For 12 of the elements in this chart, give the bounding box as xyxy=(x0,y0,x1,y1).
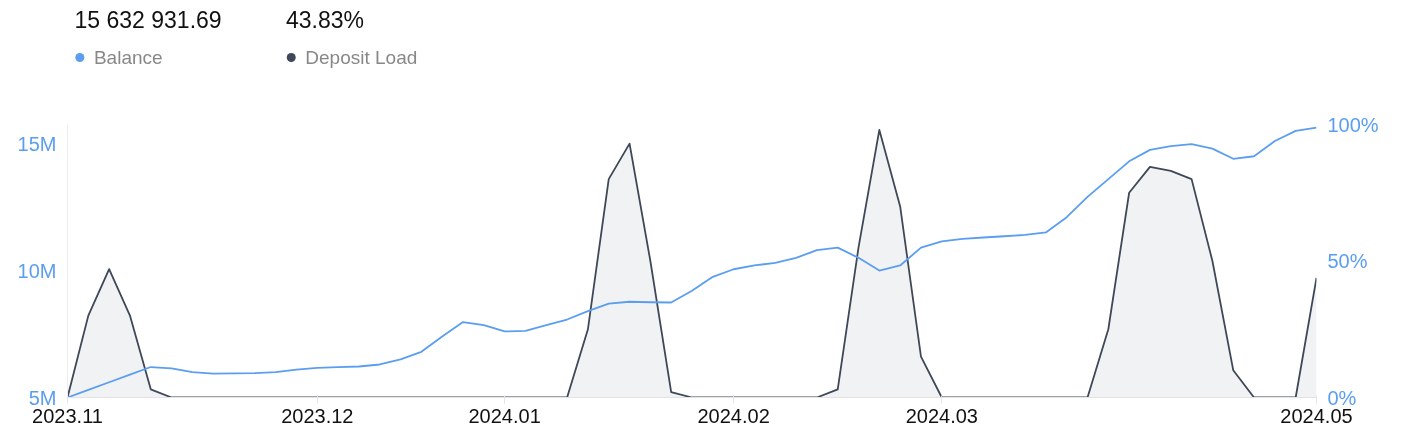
text: 43.83% xyxy=(285,6,364,33)
text: 15 632 931.69 xyxy=(74,6,222,33)
x-tick-label: 2023.12 xyxy=(281,404,354,427)
y2-tick-label: 50% xyxy=(1327,250,1368,272)
x-tick-label: 2024.02 xyxy=(697,404,770,427)
x-tick-label: 2024.03 xyxy=(905,404,978,427)
legend-label: Deposit Load xyxy=(305,47,418,68)
y-tick-label: 15M xyxy=(17,132,57,155)
x-tick-label: 2024.01 xyxy=(468,404,541,427)
y-tick-label: 10M xyxy=(17,259,57,282)
legend-label: Balance xyxy=(93,47,163,68)
y2-tick-label: 100% xyxy=(1327,113,1379,136)
